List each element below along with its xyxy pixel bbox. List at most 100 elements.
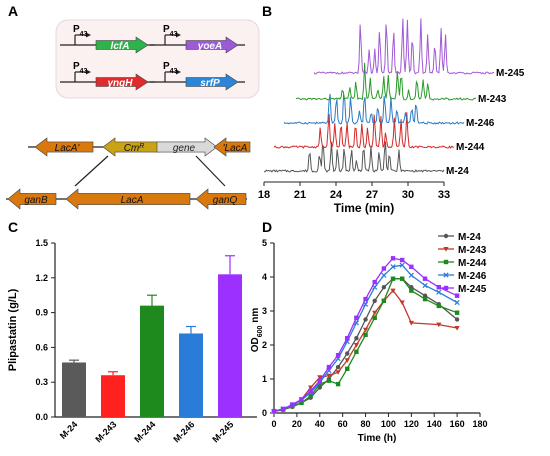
point-m-24 (454, 317, 460, 322)
gene-label: yoeA (197, 41, 222, 52)
gene-arrow-lcfa (95, 36, 149, 54)
b-tick-label: 18 (258, 189, 270, 201)
c-y-tick-label: 0.0 (35, 412, 48, 422)
bar-m-245 (218, 274, 242, 417)
d-x-tick-label: 60 (338, 419, 348, 429)
d-y-tick-label: 0 (262, 408, 267, 418)
point-m-246-stroke (422, 282, 428, 289)
gene-label: srfP (200, 78, 220, 89)
gene-arrow-srfp (185, 73, 239, 91)
point-m-245 (290, 402, 295, 407)
cassette-element-laca: 'LacA (213, 137, 251, 157)
point-m-246-stroke (353, 320, 360, 326)
point-m-246 (408, 272, 414, 278)
trace-label-m-244: M-244 (456, 142, 485, 153)
point-m-245 (280, 406, 286, 412)
d-y-tick-label: 2 (262, 340, 267, 350)
c-x-tick-label: M-243 (93, 419, 118, 444)
point-m-24 (363, 317, 368, 322)
line-m-243 (273, 289, 458, 412)
bar-m-243 (101, 375, 125, 417)
point-m-246 (454, 299, 460, 306)
legend-label-m-244: M-244 (458, 258, 487, 269)
genome-arrow (195, 188, 247, 210)
promoter-arrowhead-icon (176, 32, 181, 38)
chromatogram-m-243 (296, 62, 477, 101)
point-m-245 (363, 296, 368, 302)
crossover-line-right (195, 155, 226, 187)
point-m-246 (381, 272, 387, 278)
point-m-245 (308, 388, 313, 394)
d-legend: M-24 M-243 M-244 M-246 M-245 (438, 232, 487, 295)
c-y-tick-label: 0.9 (35, 308, 48, 318)
point-m-245 (354, 315, 359, 320)
d-x-tick-label: 40 (315, 419, 325, 429)
point-m-245 (372, 279, 377, 285)
point-m-24 (335, 364, 341, 370)
bar-m-244 (140, 305, 164, 417)
point-m-243 (408, 320, 414, 326)
point-m-245 (390, 256, 396, 261)
bar-m-246 (179, 333, 203, 417)
cassette-arrow (156, 137, 218, 157)
legend-marker-stroke (443, 272, 449, 278)
point-m-244 (345, 366, 350, 371)
legend-label-m-245: M-245 (458, 284, 487, 295)
c-y-axis-label: Plipastatin (g/L) (7, 288, 19, 371)
chromatograms: M-24 M-244 M-246 M-243 M-245 (264, 18, 525, 177)
d-y-tick-label: 4 (262, 272, 267, 282)
point-m-243 (362, 327, 369, 333)
point-m-243 (335, 370, 341, 375)
chromatogram-m-244 (273, 112, 455, 150)
point-m-245 (454, 293, 460, 298)
promoter-arrowhead-icon (86, 69, 91, 75)
point-m-244 (409, 288, 414, 293)
b-tick-label: 33 (438, 189, 450, 201)
b-tick-label: 24 (330, 189, 343, 201)
point-m-243 (353, 343, 359, 348)
trace-label-m-24: M-24 (446, 166, 469, 177)
series-m-244 (271, 276, 460, 414)
point-m-244 (335, 381, 341, 387)
d-x-tick-label: 0 (271, 419, 276, 429)
panel-a-letter: A (8, 3, 18, 19)
point-m-245 (271, 409, 277, 414)
point-m-244 (399, 276, 405, 281)
b-x-axis-label: Time (min) (334, 201, 394, 215)
d-x-tick-label: 100 (381, 419, 396, 429)
point-m-245 (409, 264, 414, 269)
point-m-246-stroke (381, 272, 387, 278)
cassette-label: LacA' (55, 143, 81, 154)
b-x-ticks: 18 21 24 27 30 33 (258, 182, 450, 201)
trace-label-m-243: M-243 (478, 94, 507, 105)
line-m-246 (273, 264, 458, 412)
d-x-axis-label: Time (h) (358, 433, 397, 444)
promoter-subscript: 43 (80, 68, 88, 75)
point-m-245 (317, 378, 322, 383)
trace-label-m-245: M-245 (496, 68, 525, 79)
b-tick-label: 21 (294, 189, 306, 201)
gene-label: lcfA (111, 41, 130, 52)
series-m-245 (271, 256, 460, 414)
legend-label-m-246: M-246 (458, 271, 487, 282)
point-m-245 (335, 353, 341, 358)
point-m-246 (399, 262, 405, 268)
promoter-subscript: 43 (170, 68, 178, 75)
point-m-245 (436, 285, 441, 290)
point-m-243 (436, 322, 442, 328)
legend-marker (443, 285, 449, 291)
gene-label: yngH (107, 78, 134, 89)
cassette-arrow (102, 137, 160, 157)
d-x-tick-label: 20 (292, 419, 302, 429)
d-y-tick-label: 3 (262, 306, 267, 316)
point-m-243 (317, 375, 323, 380)
cassette-label: gene (173, 143, 196, 154)
point-m-244 (381, 298, 387, 303)
cassette-arrow (213, 137, 251, 157)
cassette-element-laca: LacA' (34, 137, 94, 157)
point-m-245 (299, 397, 304, 402)
d-x-tick-label: 180 (472, 419, 487, 429)
